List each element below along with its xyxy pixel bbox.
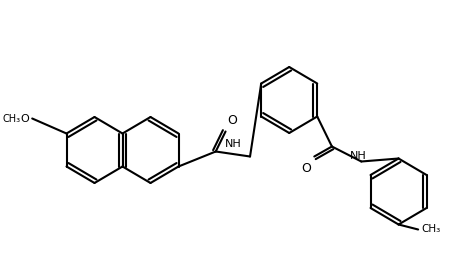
Text: CH₃: CH₃ — [421, 225, 440, 234]
Text: O: O — [301, 162, 311, 174]
Text: NH: NH — [224, 139, 241, 149]
Text: O: O — [228, 114, 237, 126]
Text: CH₃: CH₃ — [2, 114, 21, 124]
Text: O: O — [21, 114, 29, 124]
Text: NH: NH — [349, 151, 366, 161]
